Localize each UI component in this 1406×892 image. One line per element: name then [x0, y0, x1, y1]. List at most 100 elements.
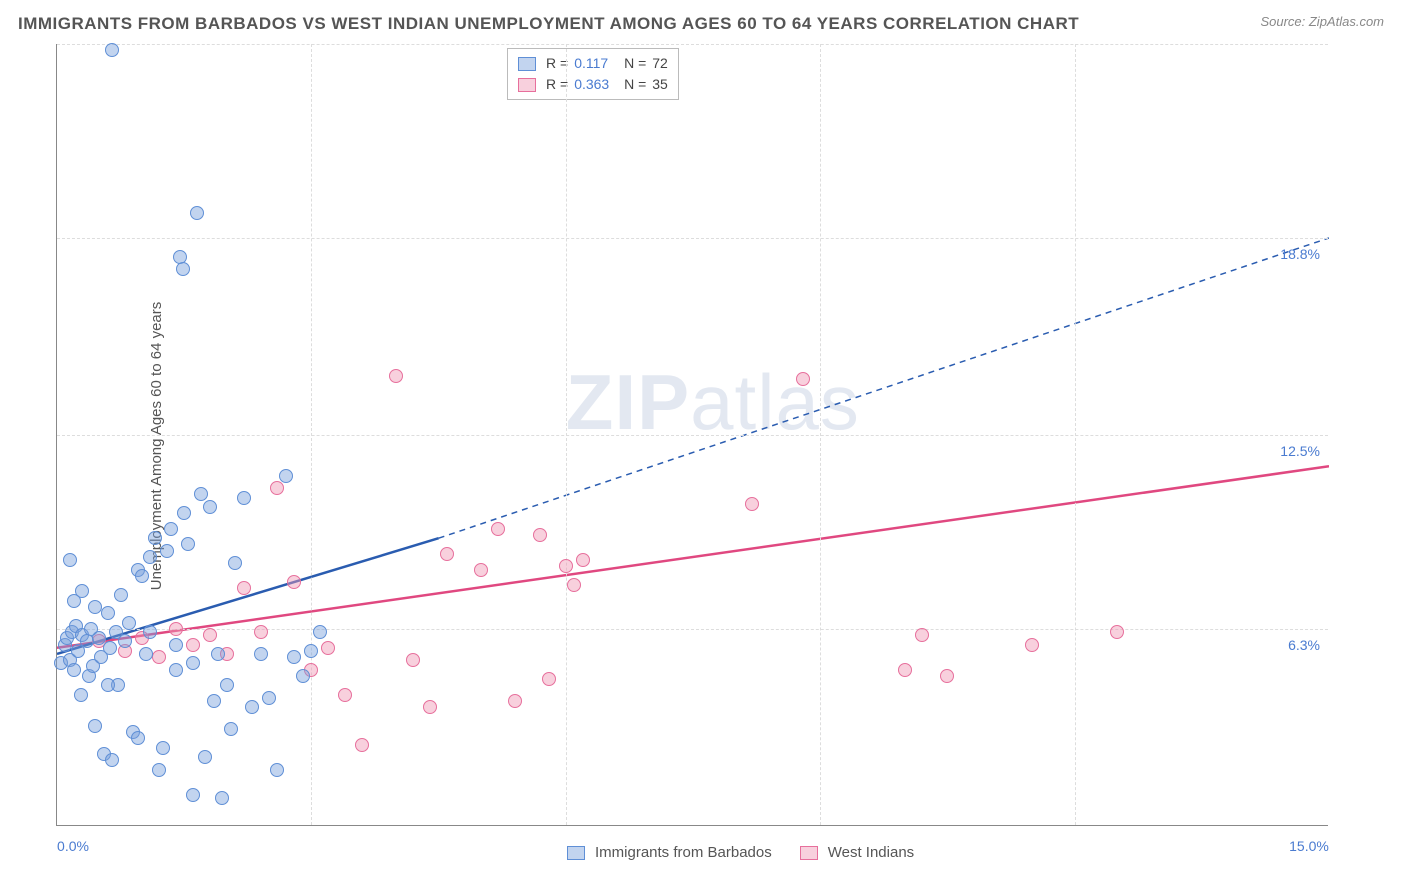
series-a-marker: [88, 600, 102, 614]
swatch-a: [518, 57, 536, 71]
swatch-b: [800, 846, 818, 860]
series-a-marker: [176, 262, 190, 276]
y-tick-label: 18.8%: [1280, 246, 1320, 262]
chart-title: IMMIGRANTS FROM BARBADOS VS WEST INDIAN …: [18, 14, 1079, 34]
series-a-marker: [296, 669, 310, 683]
watermark-atlas: atlas: [690, 358, 860, 446]
series-a-marker: [304, 644, 318, 658]
series-a-marker: [169, 663, 183, 677]
legend-label-a: Immigrants from Barbados: [595, 844, 772, 861]
stats-row-a: R = 0.117 N = 72: [518, 53, 668, 74]
series-b-marker: [898, 663, 912, 677]
series-a-marker: [181, 537, 195, 551]
series-b-marker: [440, 547, 454, 561]
stats-legend: R = 0.117 N = 72 R = 0.363 N = 35: [507, 48, 679, 100]
series-a-marker: [63, 553, 77, 567]
series-a-marker: [228, 556, 242, 570]
series-a-marker: [203, 500, 217, 514]
series-b-marker: [287, 575, 301, 589]
series-a-marker: [88, 719, 102, 733]
series-b-marker: [355, 738, 369, 752]
series-a-marker: [287, 650, 301, 664]
stat-n-a: 72: [652, 53, 668, 74]
series-a-marker: [245, 700, 259, 714]
series-a-marker: [74, 688, 88, 702]
series-a-marker: [135, 569, 149, 583]
gridline-h: [57, 44, 1328, 45]
legend-label-b: West Indians: [828, 844, 914, 861]
series-a-marker: [101, 678, 115, 692]
stat-r-b: 0.363: [574, 74, 614, 95]
series-a-marker: [254, 647, 268, 661]
series-a-marker: [237, 491, 251, 505]
series-a-marker: [103, 641, 117, 655]
gridline-v: [820, 44, 821, 825]
watermark-zip: ZIP: [566, 358, 690, 446]
series-a-marker: [211, 647, 225, 661]
series-a-marker: [105, 753, 119, 767]
series-a-marker: [114, 588, 128, 602]
y-tick-label: 12.5%: [1280, 443, 1320, 459]
series-a-marker: [122, 616, 136, 630]
series-b-marker: [423, 700, 437, 714]
series-a-marker: [279, 469, 293, 483]
series-a-marker: [152, 763, 166, 777]
series-a-marker: [131, 731, 145, 745]
series-b-marker: [533, 528, 547, 542]
x-tick-label: 0.0%: [57, 838, 89, 854]
series-b-marker: [203, 628, 217, 642]
legend-item-b: West Indians: [800, 844, 914, 861]
series-b-marker: [559, 559, 573, 573]
series-b-marker: [491, 522, 505, 536]
source-label: Source: ZipAtlas.com: [1260, 14, 1384, 29]
plot-area: ZIPatlas R = 0.117 N = 72 R = 0.363 N = …: [56, 44, 1328, 826]
series-a-marker: [148, 531, 162, 545]
series-b-marker: [169, 622, 183, 636]
series-b-marker: [567, 578, 581, 592]
series-b-marker: [321, 641, 335, 655]
series-b-marker: [1110, 625, 1124, 639]
series-b-marker: [389, 369, 403, 383]
stat-r-a: 0.117: [574, 53, 614, 74]
series-a-marker: [169, 638, 183, 652]
series-b-marker: [796, 372, 810, 386]
bottom-legend: Immigrants from Barbados West Indians: [567, 844, 914, 861]
gridline-v: [1075, 44, 1076, 825]
series-a-marker: [101, 606, 115, 620]
stat-n-label: N =: [620, 74, 646, 95]
series-b-marker: [406, 653, 420, 667]
series-a-marker: [313, 625, 327, 639]
series-a-marker: [190, 206, 204, 220]
series-b-marker: [508, 694, 522, 708]
series-b-marker: [576, 553, 590, 567]
y-tick-label: 6.3%: [1288, 637, 1320, 653]
stat-n-b: 35: [652, 74, 668, 95]
series-b-marker: [940, 669, 954, 683]
gridline-v: [566, 44, 567, 825]
swatch-b: [518, 78, 536, 92]
series-a-marker: [143, 625, 157, 639]
series-b-marker: [474, 563, 488, 577]
gridline-h: [57, 629, 1328, 630]
gridline-h: [57, 435, 1328, 436]
series-a-marker: [139, 647, 153, 661]
stat-n-label: N =: [620, 53, 646, 74]
gridline-h: [57, 238, 1328, 239]
series-b-marker: [254, 625, 268, 639]
series-b-marker: [152, 650, 166, 664]
series-b-marker: [1025, 638, 1039, 652]
series-b-marker: [338, 688, 352, 702]
x-tick-label: 15.0%: [1289, 838, 1329, 854]
series-b-marker: [915, 628, 929, 642]
series-a-marker: [198, 750, 212, 764]
series-a-marker: [194, 487, 208, 501]
series-a-marker: [262, 691, 276, 705]
swatch-a: [567, 846, 585, 860]
series-a-marker: [186, 656, 200, 670]
series-a-marker: [160, 544, 174, 558]
series-b-marker: [237, 581, 251, 595]
series-b-marker: [745, 497, 759, 511]
legend-item-a: Immigrants from Barbados: [567, 844, 772, 861]
series-a-marker: [224, 722, 238, 736]
stats-row-b: R = 0.363 N = 35: [518, 74, 668, 95]
